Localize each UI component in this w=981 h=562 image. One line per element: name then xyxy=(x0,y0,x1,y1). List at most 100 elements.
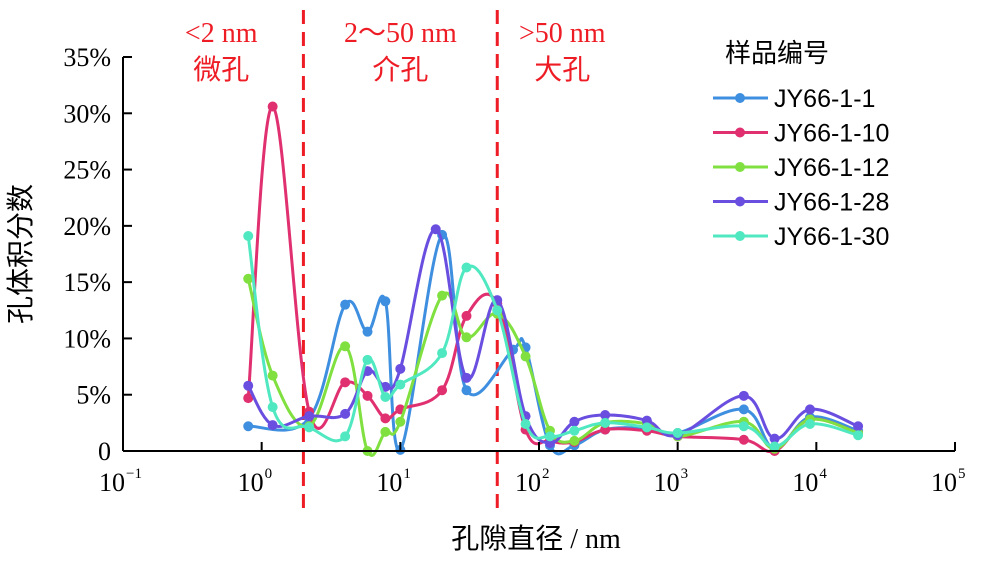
x-tick-exponent: 1 xyxy=(403,466,411,482)
y-tick-label: 25% xyxy=(63,156,111,185)
legend-marker xyxy=(735,231,745,241)
data-point xyxy=(600,417,611,428)
data-point xyxy=(430,224,441,235)
x-tick-exponent: 4 xyxy=(819,466,827,482)
legend-label: JY66-1-10 xyxy=(774,120,889,148)
y-tick-label: 15% xyxy=(63,268,111,297)
y-tick-label: 5% xyxy=(76,381,111,410)
x-tick-label: 10 xyxy=(515,468,541,497)
data-point xyxy=(804,418,815,429)
data-point xyxy=(340,377,351,388)
data-point xyxy=(520,418,531,429)
data-point xyxy=(362,326,373,337)
data-point xyxy=(395,363,406,374)
data-point xyxy=(544,431,555,442)
data-point xyxy=(437,290,448,301)
x-tick-label: 10 xyxy=(376,468,402,497)
y-tick-label: 30% xyxy=(63,99,111,128)
data-point xyxy=(243,230,254,241)
series-line xyxy=(246,105,859,454)
y-tick-label: 0 xyxy=(98,437,111,466)
data-point xyxy=(641,422,652,433)
series-layer xyxy=(243,101,864,457)
data-point xyxy=(267,402,278,413)
data-point xyxy=(520,351,531,362)
series-JY66-1-12 xyxy=(243,273,864,457)
data-point xyxy=(267,420,278,431)
data-point xyxy=(461,372,472,383)
legend-marker xyxy=(735,196,745,207)
region-range-label: 2～50 nm xyxy=(344,18,457,49)
data-point xyxy=(738,404,749,415)
region-name-label: 微孔 xyxy=(193,54,249,86)
data-point xyxy=(853,421,864,432)
data-point xyxy=(362,354,373,365)
data-point xyxy=(738,421,749,432)
legend-marker xyxy=(735,162,745,172)
data-point xyxy=(340,431,351,442)
ticks: 05%10%15%20%25%30%35%10 −1 10 0 10 1 10 2 10 3 10 4… xyxy=(63,43,965,497)
series-JY66-1-1 xyxy=(243,229,864,456)
data-point xyxy=(461,385,472,396)
data-point xyxy=(267,370,278,381)
legend-label: JY66-1-30 xyxy=(774,223,889,251)
data-point xyxy=(600,409,611,420)
data-point xyxy=(769,441,780,452)
data-point xyxy=(395,379,406,390)
data-point xyxy=(380,426,391,437)
region-name-label: 介孔 xyxy=(372,55,428,86)
region-name-label: 大孔 xyxy=(534,54,590,86)
legend-marker xyxy=(735,93,745,103)
legend-label: JY66-1-12 xyxy=(774,154,889,182)
region-range-label: >50 nm xyxy=(519,18,606,49)
series-line xyxy=(246,235,859,449)
x-tick-label: 10 xyxy=(238,468,264,497)
data-point xyxy=(769,433,780,444)
x-axis-title: 孔隙直径 / nm xyxy=(451,523,621,555)
x-tick-label: 10 xyxy=(654,468,680,497)
data-point xyxy=(461,262,472,273)
series-JY66-1-30 xyxy=(243,230,864,452)
data-point xyxy=(243,380,254,391)
x-tick-label: 10 xyxy=(99,468,125,497)
data-point xyxy=(380,413,391,424)
data-point xyxy=(380,296,391,307)
x-tick-label: 10 xyxy=(792,468,818,497)
y-tick-label: 35% xyxy=(63,43,111,72)
data-point xyxy=(437,348,448,359)
series-JY66-1-10 xyxy=(243,101,864,456)
data-point xyxy=(340,408,351,419)
x-tick-exponent: 2 xyxy=(542,466,550,482)
data-point xyxy=(569,416,580,427)
data-point xyxy=(672,427,683,438)
data-point xyxy=(340,299,351,310)
data-point xyxy=(243,393,254,404)
data-point xyxy=(437,385,448,396)
region-range-label: <2 nm xyxy=(185,18,258,49)
data-point xyxy=(738,390,749,401)
data-point xyxy=(304,411,315,422)
y-tick-label: 20% xyxy=(63,212,111,241)
legend-label: JY66-1-28 xyxy=(774,189,889,217)
data-point xyxy=(492,305,503,316)
data-point xyxy=(304,422,315,433)
data-point xyxy=(340,341,351,352)
x-tick-label: 10 xyxy=(931,468,957,497)
data-point xyxy=(569,425,580,436)
legend-label: JY66-1-1 xyxy=(774,85,875,113)
data-point xyxy=(853,430,864,441)
legend-marker xyxy=(735,127,745,138)
data-point xyxy=(380,391,391,402)
region-layer: <2 nm 微孔 2～50 nm 介孔 >50 nm 大孔 xyxy=(185,10,606,511)
data-point xyxy=(243,273,254,284)
data-point xyxy=(395,416,406,427)
legend: 样品编号 JY66-1-1 JY66-1-10 JY66-1-12 JY66-1-28… xyxy=(713,39,889,251)
data-point xyxy=(362,390,373,401)
data-point xyxy=(738,434,749,445)
data-point xyxy=(569,435,580,446)
data-point xyxy=(461,332,472,343)
x-tick-exponent: −1 xyxy=(126,466,142,482)
legend-title: 样品编号 xyxy=(725,39,829,69)
x-tick-exponent: 5 xyxy=(958,466,966,482)
